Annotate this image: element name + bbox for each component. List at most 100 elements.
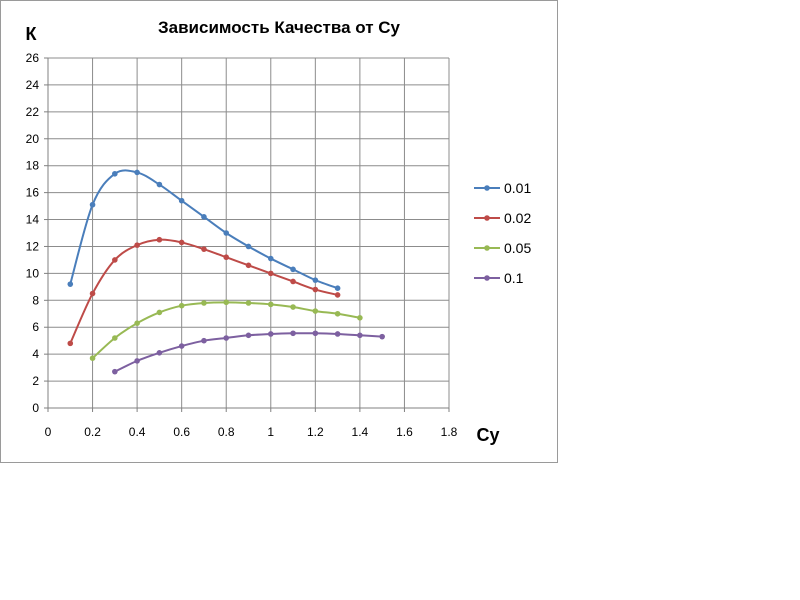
data-point: [134, 358, 140, 364]
data-point: [223, 335, 230, 341]
chart-area: Зависимость Качества от Cy К Cy 0 2 4 6 8 10 1…: [0, 0, 558, 463]
legend-item: 0.05: [474, 240, 531, 256]
data-point: [112, 170, 118, 177]
x-tick-label: 1: [267, 425, 274, 439]
data-point: [245, 243, 252, 250]
data-point: [156, 236, 163, 243]
data-point: [178, 239, 185, 246]
data-point: [312, 308, 319, 314]
y-tick-label: 26: [26, 51, 40, 65]
data-point: [312, 330, 319, 337]
data-point: [334, 310, 341, 317]
data-point: [290, 330, 296, 337]
line-chart: Зависимость Качества от Cy К Cy 02468101…: [26, 18, 532, 445]
data-point: [267, 270, 274, 277]
data-point: [156, 350, 163, 356]
x-tick-label: 1.8: [441, 425, 458, 439]
data-point: [357, 315, 363, 321]
x-tick-label: 0.4: [129, 425, 146, 439]
y-tick-label: 0: [32, 401, 39, 415]
data-point: [267, 301, 274, 308]
data-point: [223, 299, 230, 306]
data-point: [156, 309, 163, 316]
data-point: [245, 332, 252, 339]
y-tick-label: 18: [26, 159, 40, 173]
data-point: [112, 335, 118, 341]
y-tick-label: 16: [26, 186, 40, 200]
y-tick-label: 24: [26, 78, 40, 92]
data-point: [379, 333, 385, 340]
x-tick-label: 1.4: [352, 425, 369, 439]
legend-label: 0.01: [504, 180, 531, 196]
data-point: [178, 302, 185, 309]
data-point: [201, 214, 207, 220]
data-point: [223, 230, 230, 236]
data-point: [89, 201, 96, 208]
data-point: [223, 254, 230, 261]
legend-marker: [484, 215, 490, 221]
y-tick-label: 4: [32, 347, 39, 361]
data-point: [290, 266, 296, 273]
data-point: [134, 169, 140, 176]
data-point: [267, 255, 274, 262]
series-0.1: [112, 330, 385, 375]
x-tick-label: 0.2: [84, 425, 101, 439]
data-point: [67, 340, 74, 347]
data-point: [357, 332, 363, 339]
data-point: [334, 331, 341, 337]
series-line: [114, 332, 383, 373]
data-point: [201, 246, 207, 252]
legend-marker: [484, 185, 490, 191]
data-point: [89, 290, 96, 297]
data-point: [312, 277, 319, 283]
legend-item: 0.1: [474, 270, 524, 286]
data-point: [290, 278, 296, 285]
data-point: [201, 337, 207, 344]
x-tick-label: 0: [45, 425, 52, 439]
y-tick-label: 6: [32, 320, 39, 334]
data-point: [267, 331, 274, 337]
series-line: [69, 238, 338, 344]
x-tick-label: 0.8: [218, 425, 235, 439]
y-tick-label: 14: [26, 213, 40, 227]
data-point: [312, 286, 319, 293]
y-tick-label: 8: [32, 293, 39, 307]
data-point: [134, 242, 140, 248]
x-tick-label: 0.6: [173, 425, 190, 439]
y-tick-label: 20: [26, 132, 40, 146]
data-point: [67, 281, 74, 287]
data-point: [134, 320, 140, 326]
legend: 0.01 0.02 0.05 0.1: [474, 180, 531, 286]
legend-marker: [484, 275, 490, 281]
data-point: [156, 181, 163, 188]
data-point: [334, 292, 341, 298]
y-tick-label: 12: [26, 239, 40, 253]
y-tick-label: 2: [32, 374, 39, 388]
data-point: [334, 285, 341, 291]
data-point: [178, 197, 185, 204]
data-point: [112, 257, 118, 263]
data-point: [112, 368, 118, 375]
x-tick-label: 1.2: [307, 425, 324, 439]
legend-marker: [484, 245, 490, 251]
data-point: [201, 300, 207, 306]
series-0.01: [67, 169, 341, 291]
gridlines: [48, 57, 450, 408]
data-point: [178, 343, 185, 349]
series-0.02: [67, 236, 341, 347]
x-axis-title: Cy: [476, 425, 499, 445]
legend-label: 0.1: [504, 270, 524, 286]
data-point: [245, 300, 252, 306]
legend-label: 0.05: [504, 240, 531, 256]
legend-label: 0.02: [504, 210, 531, 226]
y-tick-label: 22: [26, 105, 40, 119]
data-point: [245, 262, 252, 269]
data-point: [290, 304, 296, 310]
chart-title: Зависимость Качества от Cy: [158, 18, 401, 37]
data-point: [89, 355, 96, 361]
series-0.05: [89, 299, 363, 361]
series-lines: [67, 169, 385, 375]
y-tick-label: 10: [26, 266, 40, 280]
y-axis-title: К: [26, 24, 38, 44]
